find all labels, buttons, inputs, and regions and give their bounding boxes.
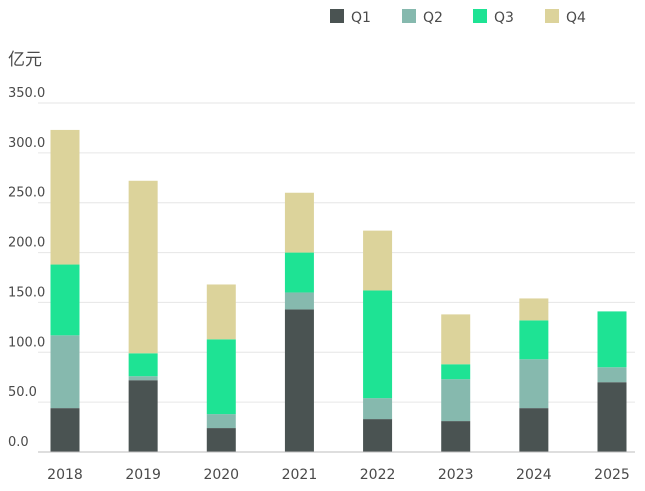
bar-segment-2018-q2 <box>50 335 80 409</box>
legend-label-q1: Q1 <box>351 10 371 26</box>
x-tick-label: 2019 <box>125 467 161 483</box>
legend-swatch-q1 <box>330 9 344 23</box>
bar-segment-2023-q1 <box>441 421 471 452</box>
bar-segment-2021-q3 <box>284 252 314 293</box>
bar-segment-2025-q2 <box>597 367 627 383</box>
legend-label-q3: Q3 <box>494 10 514 26</box>
bar-segment-2019-q4 <box>128 180 158 354</box>
bar-segment-2023-q3 <box>441 364 471 380</box>
bar-segment-2020-q3 <box>206 339 236 415</box>
legend-label-q2: Q2 <box>423 10 443 26</box>
x-tick-label: 2018 <box>47 467 83 483</box>
legend-swatch-q3 <box>473 9 487 23</box>
y-tick-label: 100.0 <box>8 335 45 350</box>
bar-segment-2021-q2 <box>284 292 314 310</box>
bar-segment-2025-q3 <box>597 311 627 368</box>
bar-segment-2018-q1 <box>50 408 80 452</box>
bar-segment-2023-q2 <box>441 379 471 422</box>
x-tick-label: 2020 <box>203 467 239 483</box>
legend-label-q4: Q4 <box>566 10 586 26</box>
y-tick-label: 50.0 <box>8 385 37 400</box>
bar-segment-2018-q3 <box>50 264 80 336</box>
bar-segment-2019-q2 <box>128 376 158 381</box>
y-tick-label: 250.0 <box>8 186 45 201</box>
x-tick-label: 2024 <box>516 467 552 483</box>
bar-segment-2024-q2 <box>519 359 549 409</box>
bar-segment-2022-q3 <box>363 290 393 399</box>
bar-segment-2022-q1 <box>363 419 393 452</box>
bar-segment-2020-q4 <box>206 284 236 340</box>
bar-segment-2024-q1 <box>519 408 549 452</box>
bar-segment-2024-q4 <box>519 298 549 321</box>
y-axis-unit-label: 亿元 <box>8 50 42 70</box>
legend-swatch-q4 <box>545 9 559 23</box>
axes: 0.0 50.0 100.0 150.0 200.0 250.0 300.0 350.0 201… <box>8 86 635 483</box>
bar-segment-2020-q1 <box>206 428 236 452</box>
bar-segment-2023-q4 <box>441 314 471 365</box>
bar-segment-2022-q4 <box>363 230 393 291</box>
bar-segment-2020-q2 <box>206 414 236 429</box>
y-tick-label: 300.0 <box>8 136 45 151</box>
bar-segment-2022-q2 <box>363 398 393 420</box>
y-tick-label: 350.0 <box>8 86 45 101</box>
x-tick-label: 2023 <box>438 467 474 483</box>
bar-segment-2019-q1 <box>128 380 158 452</box>
x-tick-label: 2025 <box>594 467 630 483</box>
x-tick-label: 2022 <box>360 467 396 483</box>
bars <box>50 129 627 452</box>
bar-segment-2019-q3 <box>128 353 158 377</box>
bar-segment-2018-q4 <box>50 129 80 265</box>
legend-swatch-q2 <box>402 9 416 23</box>
y-tick-label: 200.0 <box>8 236 45 251</box>
bar-segment-2021-q1 <box>284 309 314 452</box>
bar-segment-2025-q1 <box>597 382 627 452</box>
x-tick-label: 2021 <box>282 467 318 483</box>
y-tick-label: 150.0 <box>8 285 45 300</box>
legend: Q1 Q2 Q3 Q4 <box>330 9 586 26</box>
bar-segment-2024-q3 <box>519 320 549 360</box>
y-tick-label: 0.0 <box>8 435 29 450</box>
bar-segment-2021-q4 <box>284 192 314 253</box>
